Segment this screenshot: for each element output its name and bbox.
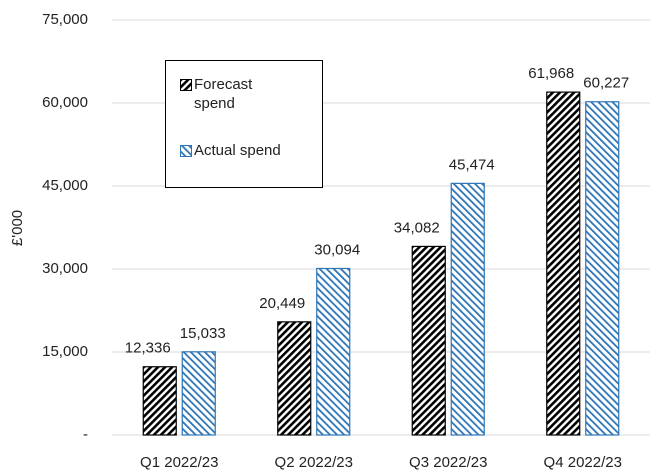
legend-swatch (180, 78, 192, 91)
x-tick-label: Q2 2022/23 (275, 454, 353, 471)
bar (316, 267, 351, 436)
y-tick-label: 75,000 (42, 11, 88, 28)
data-label: 60,227 (583, 75, 629, 92)
data-label: 30,094 (314, 241, 360, 258)
data-label: 12,336 (125, 340, 171, 357)
legend: Forecast spend Actual spend (165, 60, 323, 188)
bar (546, 91, 581, 436)
data-label: 61,968 (528, 65, 574, 82)
x-tick-label: Q4 2022/23 (544, 454, 622, 471)
x-tick-label: Q3 2022/23 (409, 454, 487, 471)
y-tick-label: 30,000 (42, 260, 88, 277)
legend-entry: Actual spend (180, 141, 292, 160)
legend-label: Forecast spend (194, 76, 253, 112)
bar (277, 321, 312, 436)
bar (585, 101, 620, 436)
data-label: 15,033 (180, 325, 226, 342)
bar (411, 245, 446, 436)
bar (181, 351, 216, 436)
x-tick-label: Q1 2022/23 (140, 454, 218, 471)
data-label: 20,449 (259, 295, 305, 312)
legend-swatch (180, 144, 192, 157)
y-tick-label: 45,000 (42, 177, 88, 194)
y-tick-label: 15,000 (42, 343, 88, 360)
bar (450, 182, 485, 436)
legend-entry: Forecast spend (180, 75, 292, 113)
y-tick-label: - (83, 426, 88, 443)
bar (142, 366, 177, 436)
y-tick-label: 60,000 (42, 94, 88, 111)
y-axis-label: £'000 (9, 210, 26, 246)
legend-label: Actual spend (194, 142, 281, 159)
data-label: 34,082 (394, 219, 440, 236)
data-label: 45,474 (449, 156, 495, 173)
